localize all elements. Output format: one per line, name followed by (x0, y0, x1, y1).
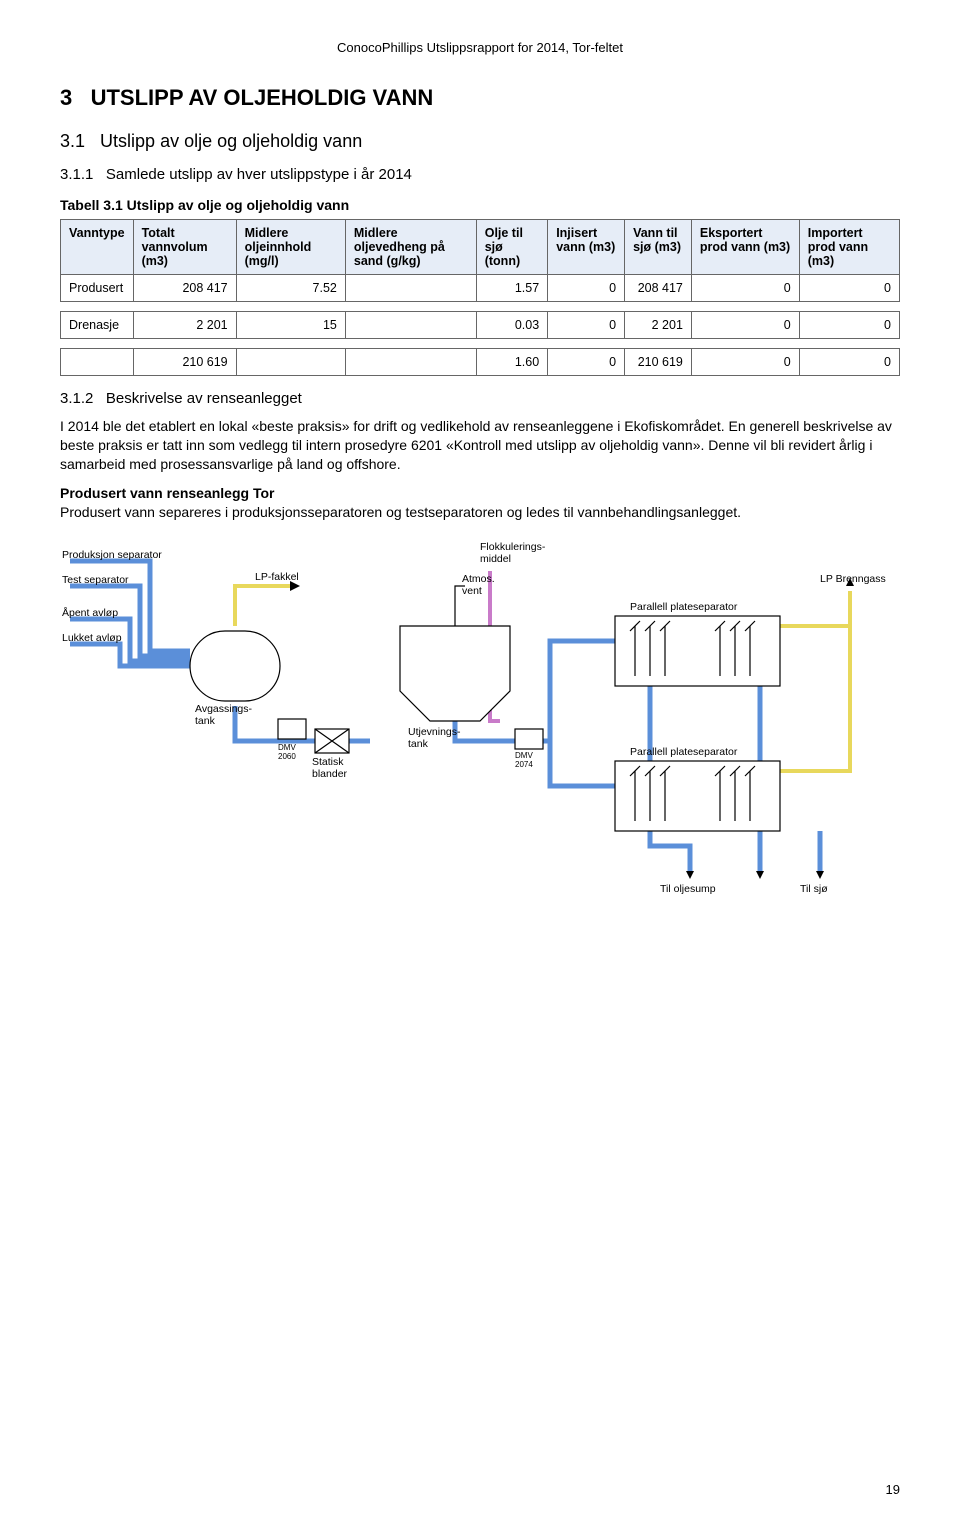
table-cell: 1.57 (476, 275, 547, 302)
table-cell: 0 (799, 349, 899, 376)
heading-1: 3 UTSLIPP AV OLJEHOLDIG VANN (60, 85, 900, 111)
table-cell (345, 349, 476, 376)
h3-2-num: 3.1.2 (60, 390, 93, 407)
table-cell: Drenasje (61, 312, 134, 339)
heading-3-1: 3.1.1 Samlede utslipp av hver utslippsty… (60, 166, 900, 183)
table-cell (345, 275, 476, 302)
lbl-dmv2: DMV 2074 (515, 751, 533, 769)
h3-1-text: Samlede utslipp av hver utslippstype i å… (106, 166, 412, 183)
table-cell: 2 201 (625, 312, 692, 339)
h3-2-text: Beskrivelse av renseanlegget (106, 390, 302, 407)
h1-num: 3 (60, 85, 72, 110)
lbl-pps1: Parallell plateseparator (630, 601, 737, 613)
para2-body: Produsert vann separeres i produksjonsse… (60, 504, 741, 520)
lbl-utjevn: Utjevnings- tank (408, 726, 461, 750)
page-number: 19 (886, 1482, 900, 1497)
table-cell (236, 349, 345, 376)
paragraph-2: Produsert vann renseanlegg Tor Produsert… (60, 484, 900, 522)
th-2: Midlere oljeinnhold (mg/l) (236, 220, 345, 275)
table-cell: 0 (691, 275, 799, 302)
table-cell: 208 417 (625, 275, 692, 302)
th-3: Midlere oljevedheng på sand (g/kg) (345, 220, 476, 275)
th-4: Olje til sjø (tonn) (476, 220, 547, 275)
lbl-apen: Åpent avløp (62, 607, 118, 619)
table-cell: 7.52 (236, 275, 345, 302)
table-cell: 0 (548, 275, 625, 302)
th-1: Totalt vannvolum (m3) (133, 220, 236, 275)
table-row: 210 6191.600210 61900 (61, 349, 900, 376)
th-8: Importert prod vann (m3) (799, 220, 899, 275)
table-cell (61, 349, 134, 376)
table-cell: 2 201 (133, 312, 236, 339)
h2-text: Utslipp av olje og oljeholdig vann (100, 131, 362, 151)
process-diagram: Produksjon separator Test separator Åpen… (60, 531, 900, 901)
table-cell: 208 417 (133, 275, 236, 302)
th-0: Vanntype (61, 220, 134, 275)
table-cell: 15 (236, 312, 345, 339)
table-cell: 0.03 (476, 312, 547, 339)
table-cell: Produsert (61, 275, 134, 302)
para2-title: Produsert vann renseanlegg Tor (60, 485, 274, 501)
lbl-test-sep: Test separator (62, 574, 129, 586)
lbl-dmv1: DMV 2060 (278, 743, 296, 761)
paragraph-1: I 2014 ble det etablert en lokal «beste … (60, 417, 900, 474)
lbl-oljesump: Til oljesump (660, 883, 716, 895)
lbl-tilsjo: Til sjø (800, 883, 828, 895)
lbl-lpfakkel: LP-fakkel (255, 571, 299, 583)
table-cell: 210 619 (133, 349, 236, 376)
table-caption: Tabell 3.1 Utslipp av olje og oljeholdig… (60, 197, 900, 213)
table-cell: 0 (548, 349, 625, 376)
h2-num: 3.1 (60, 131, 85, 151)
h1-text: UTSLIPP AV OLJEHOLDIG VANN (91, 85, 434, 110)
table-cell: 1.60 (476, 349, 547, 376)
lbl-atmos: Atmos. vent (462, 573, 495, 597)
th-7: Eksportert prod vann (m3) (691, 220, 799, 275)
lbl-statisk: Statisk blander (312, 756, 347, 780)
lbl-flokk: Flokkulerings- middel (480, 541, 545, 565)
th-6: Vann til sjø (m3) (625, 220, 692, 275)
table-cell: 0 (691, 349, 799, 376)
table-header-row: Vanntype Totalt vannvolum (m3) Midlere o… (61, 220, 900, 275)
th-5: Injisert vann (m3) (548, 220, 625, 275)
h3-1-num: 3.1.1 (60, 166, 93, 183)
table-cell: 210 619 (625, 349, 692, 376)
table-cell: 0 (548, 312, 625, 339)
lbl-lukket: Lukket avløp (62, 632, 122, 644)
table-row: Produsert208 4177.521.570208 41700 (61, 275, 900, 302)
page-header: ConocoPhillips Utslippsrapport for 2014,… (60, 40, 900, 55)
heading-3-2: 3.1.2 Beskrivelse av renseanlegget (60, 390, 900, 407)
table-row: Drenasje2 201150.0302 20100 (61, 312, 900, 339)
lbl-lpbrenn: LP Brenngass (820, 573, 886, 585)
table-cell: 0 (799, 312, 899, 339)
lbl-prod-sep: Produksjon separator (62, 549, 162, 561)
heading-2: 3.1 Utslipp av olje og oljeholdig vann (60, 131, 900, 152)
table-cell (345, 312, 476, 339)
lbl-pps2: Parallell plateseparator (630, 746, 737, 758)
discharge-table: Vanntype Totalt vannvolum (m3) Midlere o… (60, 219, 900, 376)
table-cell: 0 (691, 312, 799, 339)
table-cell: 0 (799, 275, 899, 302)
lbl-avgass: Avgassings- tank (195, 703, 252, 727)
